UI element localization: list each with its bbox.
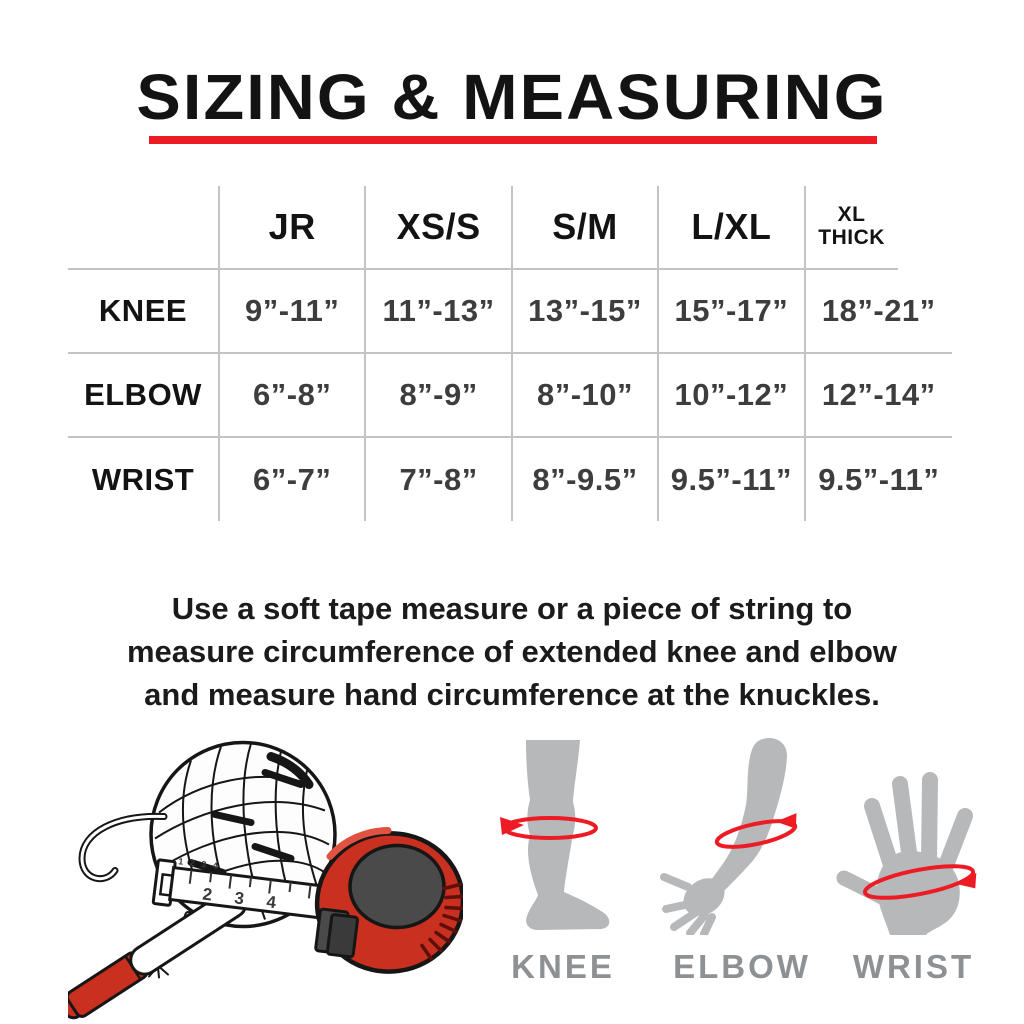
size-cell-elbow-xs-s: 8”-9” <box>366 354 513 438</box>
size-cell-wrist-xs-s: 7”-8” <box>366 438 513 521</box>
table-corner-cell <box>68 186 220 270</box>
tape-button <box>314 907 359 959</box>
size-cell-knee-xs-s: 11”-13” <box>366 270 513 354</box>
arm-silhouette-icon <box>659 737 797 935</box>
row-label-knee: KNEE <box>68 270 220 354</box>
column-header-xl-thick: XL THICK <box>805 186 898 270</box>
measuring-instructions: Use a soft tape measure or a piece of st… <box>47 588 977 716</box>
fingers <box>836 772 973 906</box>
instructions-line: and measure hand circumference at the kn… <box>144 676 880 712</box>
knee-figure-label: KNEE <box>511 948 615 985</box>
wrist-figure: WRIST <box>826 742 1001 986</box>
string-ball-tape-measure-icon: 2 3 4 1 2 3 4 <box>68 740 463 1020</box>
leg-silhouette-icon <box>500 740 610 930</box>
size-cell-knee-xl-thick: 18”-21” <box>805 270 952 354</box>
size-cell-wrist-s-m: 8”-9.5” <box>513 438 660 521</box>
instructions-line: measure circumference of extended knee a… <box>126 633 898 669</box>
column-header-l-xl: L/XL <box>659 186 806 270</box>
size-cell-wrist-jr: 6”-7” <box>220 438 367 521</box>
size-cell-wrist-l-xl: 9.5”-11” <box>659 438 806 521</box>
page-title: SIZING & MEASURING <box>136 61 888 133</box>
size-cell-knee-jr: 9”-11” <box>220 270 367 354</box>
size-cell-elbow-l-xl: 10”-12” <box>659 354 806 438</box>
tape-body <box>314 827 463 974</box>
size-cell-wrist-xl-thick: 9.5”-11” <box>818 461 940 497</box>
row-label-wrist: WRIST <box>68 438 220 521</box>
hand-silhouette-icon <box>836 772 977 935</box>
title-underline-rule <box>149 136 877 144</box>
size-cell-elbow-xl-thick: 12”-14” <box>805 354 952 438</box>
wrist-figure-label: WRIST <box>852 948 975 985</box>
size-cell-knee-l-xl: 15”-17” <box>659 270 806 354</box>
knee-measure-circle <box>500 816 598 840</box>
fingers <box>659 873 716 935</box>
wrist-measure-circle <box>862 864 977 900</box>
tape-measure: 2 3 4 1 2 3 4 <box>151 827 463 974</box>
column-header-s-m: S/M <box>512 186 660 270</box>
instructions-line: Use a soft tape measure or a piece of st… <box>171 591 853 626</box>
size-cell-elbow-s-m: 8”-10” <box>512 354 660 438</box>
column-header-jr: JR <box>220 186 367 270</box>
leg-silhouette <box>526 740 610 930</box>
size-cell-knee-s-m: 13”-15” <box>512 270 660 354</box>
knee-figure: KNEE <box>478 740 648 986</box>
arm-silhouette <box>707 737 787 896</box>
column-header-xs-s: XS/S <box>366 186 513 270</box>
size-cell-elbow-jr: 6”-8” <box>220 354 367 438</box>
elbow-figure-label: ELBOW <box>673 948 811 985</box>
tape-strip: 2 3 4 1 2 3 4 <box>151 856 331 921</box>
row-label-elbow: ELBOW <box>68 354 220 438</box>
elbow-figure: ELBOW <box>652 737 832 986</box>
elbow-measure-circle <box>714 813 797 849</box>
sizing-table: JR XS/S S/M L/XL XL THICK KNEE 9”-11” 11… <box>68 186 952 521</box>
